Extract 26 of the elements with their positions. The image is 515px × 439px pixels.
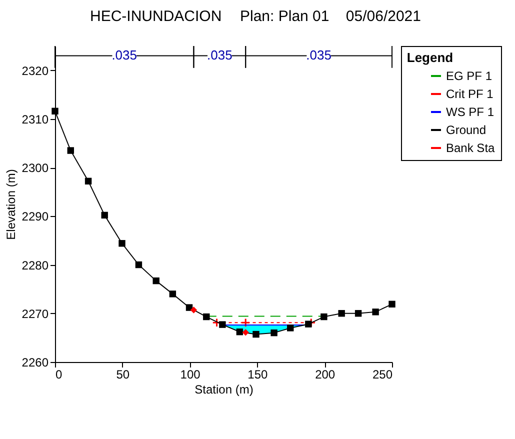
x-tick-label: 250 <box>372 368 393 382</box>
chart-subtitle: Plan: Plan 01 05/06/2021 <box>240 8 421 25</box>
chart-title: HEC-INUNDACION <box>90 8 222 25</box>
y-tick-label: 2290 <box>22 210 49 224</box>
y-tick-label: 2270 <box>22 306 49 321</box>
annotation: .035 <box>112 48 138 63</box>
x-tick-label: 50 <box>116 368 130 382</box>
x-axis-title: Station (m) <box>194 382 254 396</box>
x-tick-label: 150 <box>248 368 268 382</box>
y-axis-title: Elevation (m) <box>4 169 18 240</box>
y-tick-label: 2320 <box>22 64 49 78</box>
annotation: .035 <box>306 48 332 63</box>
x-tick-label: 0 <box>56 368 62 382</box>
legend-label: Ground <box>446 123 486 137</box>
y-tick-label: 2280 <box>22 258 49 272</box>
y-tick-label: 2260 <box>22 356 49 370</box>
y-tick-label: 2310 <box>22 112 49 126</box>
legend-label: EG PF 1 <box>446 69 492 83</box>
legend-label: Bank Sta <box>446 141 496 155</box>
annotation: .035 <box>207 48 232 63</box>
legend-title: Legend <box>406 50 454 65</box>
legend-label: WS PF 1 <box>446 105 494 119</box>
legend-label: Crit PF 1 <box>446 87 494 101</box>
x-tick-label: 200 <box>315 368 336 382</box>
x-tick-label: 100 <box>180 368 201 382</box>
y-tick-label: 2300 <box>22 161 49 176</box>
